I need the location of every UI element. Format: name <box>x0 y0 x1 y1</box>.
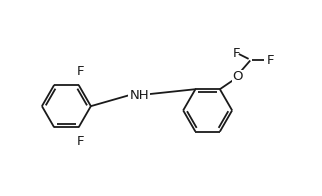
Text: NH: NH <box>129 89 149 102</box>
Text: O: O <box>232 70 243 83</box>
Text: F: F <box>77 65 84 78</box>
Text: F: F <box>233 47 240 60</box>
Text: F: F <box>77 134 84 148</box>
Text: F: F <box>267 54 275 67</box>
